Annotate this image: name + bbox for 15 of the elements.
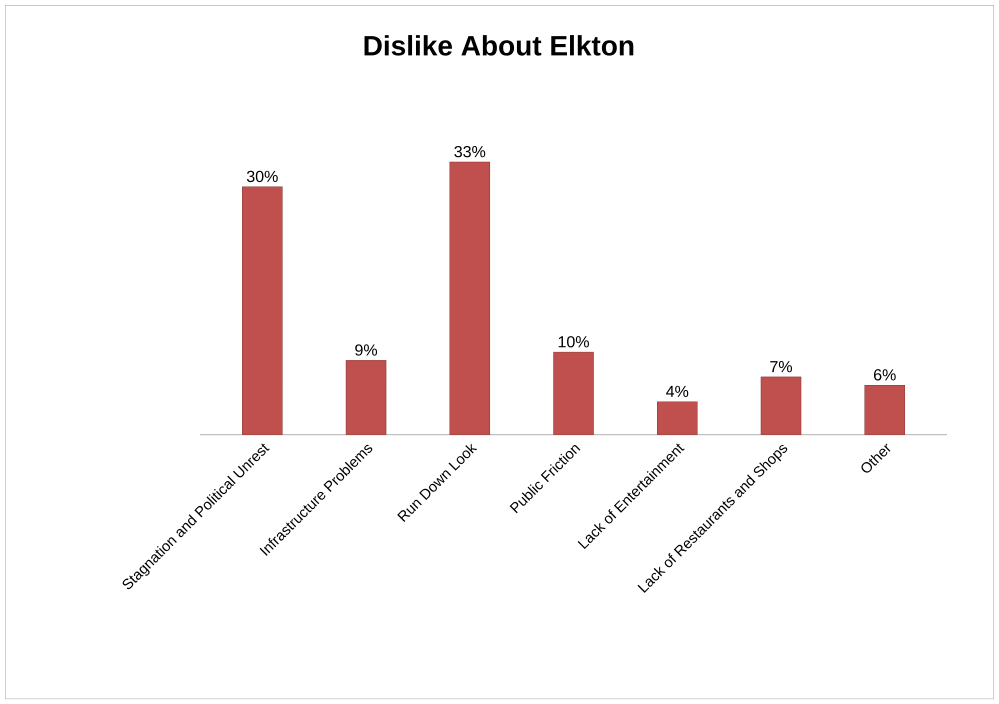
bar <box>553 352 594 435</box>
bar <box>242 186 283 435</box>
data-label: 9% <box>355 344 378 356</box>
bar <box>760 376 802 435</box>
data-label: 10% <box>558 336 589 348</box>
data-label: 33% <box>454 146 486 158</box>
data-label: 30% <box>246 170 278 182</box>
bar <box>864 384 906 435</box>
data-label: 6% <box>874 369 896 380</box>
data-label: 7% <box>770 360 792 372</box>
bar <box>346 360 386 435</box>
data-label: 4% <box>666 386 688 397</box>
chart-title: Dislike About Elkton <box>364 34 634 56</box>
bar <box>450 162 490 435</box>
bar <box>656 401 698 435</box>
